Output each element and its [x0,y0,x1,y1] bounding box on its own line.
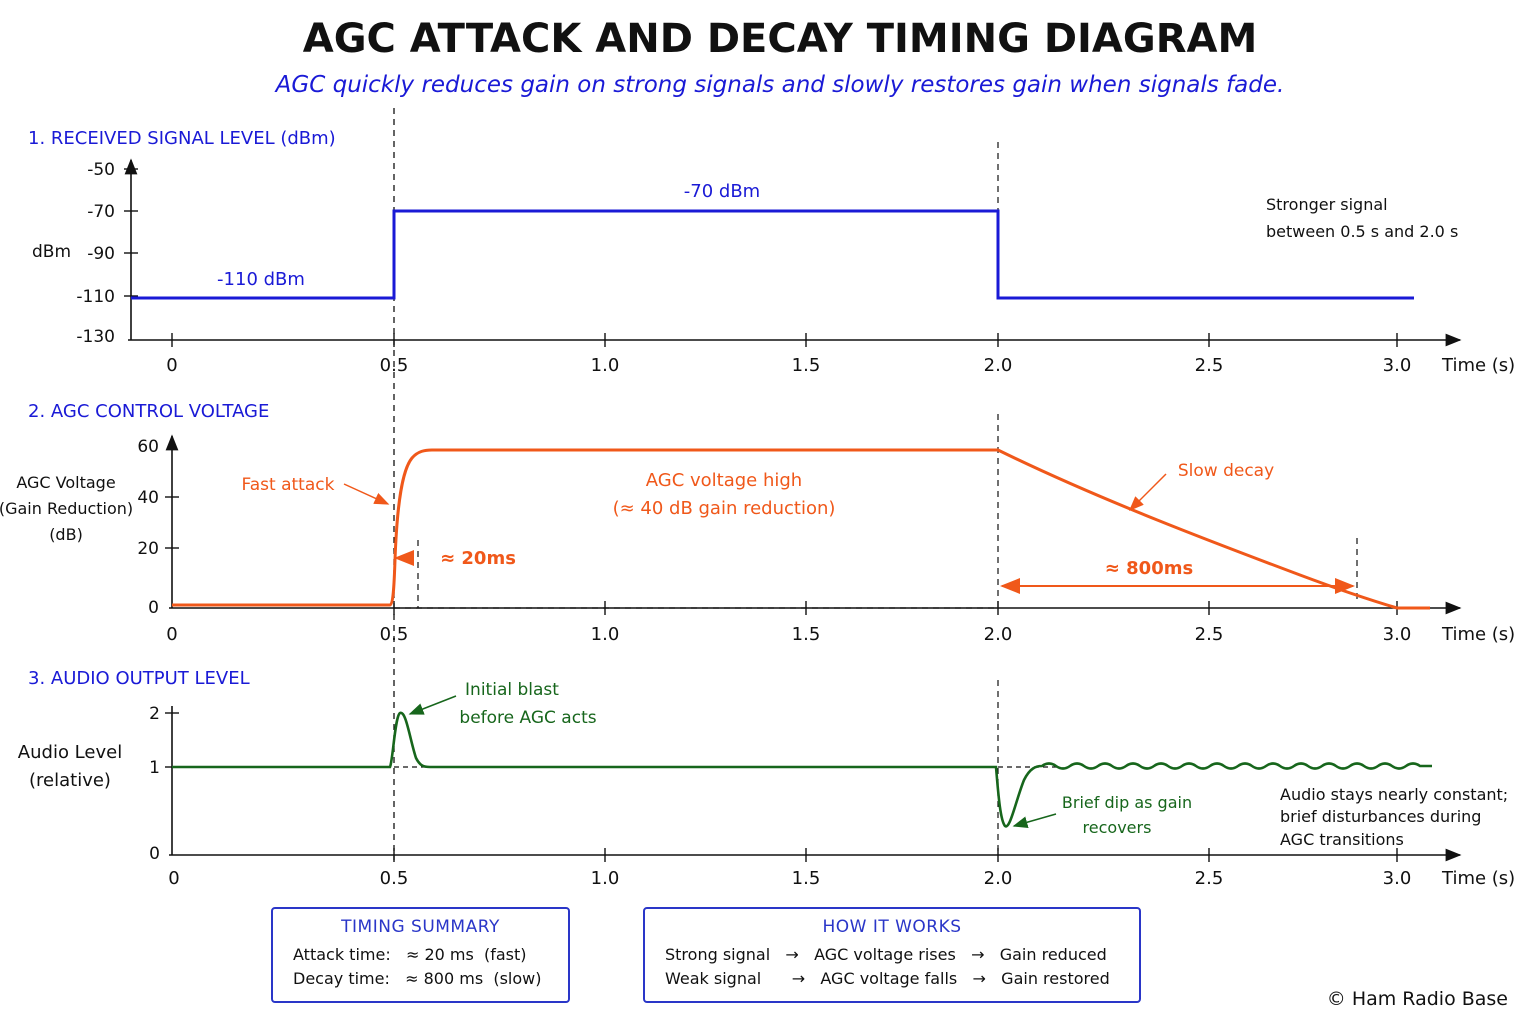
stronger-signal-note: between 0.5 s and 2.0 s [1266,222,1458,241]
time-tick-label: 0 [166,355,177,376]
high-level-label: -70 dBm [684,181,760,202]
agc-high-label: AGC voltage high [646,470,802,491]
how-it-works-box: HOW IT WORKS Strong signal → AGC voltage… [643,907,1141,1003]
panel1-ytick-label: -130 [76,327,115,347]
panel1-x-tick-labels: 0 0.5 1.0 1.5 2.0 2.5 3.0 [166,355,1411,376]
fast-attack-label: Fast attack [242,475,335,495]
time-tick-label: 2.5 [1195,355,1224,376]
time-tick-label: 0.5 [380,624,409,645]
slow-decay-arrow [1128,473,1167,512]
audio-output-trace [172,711,1432,828]
how-it-works-row: Weak signal → AGC voltage falls → Gain r… [665,969,1110,988]
time-tick-label: 3.0 [1383,624,1412,645]
panel2-ytick-label: 20 [137,539,159,559]
panel3-ylabel-line: Audio Level [18,742,122,763]
initial-blast-label: Initial blast [465,680,559,700]
time-tick-label: 1.5 [792,868,821,889]
diagram-subtitle: AGC quickly reduces gain on strong signa… [274,72,1285,98]
time-tick-label: 3.0 [1383,868,1412,889]
time-tick-label: 0.5 [380,868,409,889]
time-tick-label: 3.0 [1383,355,1412,376]
panel1-heading: 1. RECEIVED SIGNAL LEVEL (dBm) [28,128,336,149]
copyright-notice: © Ham Radio Base [1327,988,1508,1010]
panel3-x-tick-labels: 0 0.5 1.0 1.5 2.0 2.5 3.0 [168,868,1411,889]
panel2-ylabel-line: (dB) [49,525,83,544]
diagram-title: AGC ATTACK AND DECAY TIMING DIAGRAM [303,16,1258,62]
timing-summary-box: TIMING SUMMARY Attack time: ≈ 20 ms (fas… [271,907,570,1003]
time-tick-label: 2.5 [1195,624,1224,645]
panel2-time-label: Time (s) [1441,624,1515,645]
panel3-ytick-label: 2 [149,704,160,724]
agc-high-label: (≈ 40 dB gain reduction) [613,498,836,519]
attack-time-label: ≈ 20ms [440,548,516,569]
time-tick-label: 0 [168,868,179,889]
initial-blast-arrow [408,695,457,715]
panel3-time-label: Time (s) [1441,868,1515,889]
how-it-works-row: Strong signal → AGC voltage rises → Gain… [665,945,1107,964]
panel1-ytick-label: -90 [87,244,115,264]
panel2-ytick-label: 0 [148,598,159,618]
audio-constant-note: brief disturbances during [1280,807,1481,826]
time-tick-label: 0.5 [380,355,409,376]
time-tick-label: 1.5 [792,355,821,376]
panel1-y-ticks: -50 -70 -90 -110 -130 [76,160,138,347]
panel3-ytick-label: 0 [149,844,160,864]
panel3-ylabel: Audio Level (relative) [18,742,122,791]
how-it-works-heading: HOW IT WORKS [822,917,962,937]
low-level-label: -110 dBm [217,269,305,290]
timing-summary-heading: TIMING SUMMARY [341,917,500,937]
decay-time-label: ≈ 800ms [1105,558,1193,579]
panel1-x-ticks [171,333,1398,347]
panel1-time-label: Time (s) [1441,355,1515,376]
initial-blast-label: before AGC acts [459,708,596,728]
time-tick-label: 0 [166,624,177,645]
time-tick-label: 2.0 [984,624,1013,645]
brief-dip-arrow [1012,813,1057,829]
brief-dip-label: recovers [1083,818,1152,837]
panel1-ylabel: dBm [32,242,71,262]
attack-time-row: Attack time: ≈ 20 ms (fast) [293,945,527,964]
panel2-ylabel-line: (Gain Reduction) [0,499,133,518]
audio-constant-note: AGC transitions [1280,830,1404,849]
slow-decay-label: Slow decay [1178,461,1274,481]
received-signal-trace [131,209,1414,300]
panel3-ylabel-line: (relative) [29,770,111,791]
time-tick-label: 1.5 [792,624,821,645]
panel3-y-ticks: 2 1 0 [149,704,179,864]
time-tick-label: 2.5 [1195,868,1224,889]
time-tick-label: 2.0 [984,868,1013,889]
time-tick-label: 1.0 [591,355,620,376]
panel1-ytick-label: -70 [87,202,115,222]
panel2-ytick-label: 40 [137,488,159,508]
panel2-y-ticks: 60 40 20 0 [137,437,179,618]
panel2-ylabel: AGC Voltage (Gain Reduction) (dB) [0,473,133,544]
stronger-signal-note: Stronger signal [1266,195,1388,214]
panel2-x-tick-labels: 0 0.5 1.0 1.5 2.0 2.5 3.0 [166,624,1411,645]
panel1-ytick-label: -110 [76,287,115,307]
brief-dip-label: Brief dip as gain [1062,793,1192,812]
time-tick-label: 2.0 [984,355,1013,376]
audio-constant-note: Audio stays nearly constant; [1280,785,1508,804]
panel2-ylabel-line: AGC Voltage [16,473,115,492]
panel2-ytick-label: 60 [137,437,159,457]
time-tick-label: 1.0 [591,624,620,645]
decay-time-row: Decay time: ≈ 800 ms (slow) [293,969,542,988]
fast-attack-arrow [343,483,390,505]
time-tick-label: 1.0 [591,868,620,889]
panel1-ytick-label: -50 [87,160,115,180]
panel2-heading: 2. AGC CONTROL VOLTAGE [28,401,269,422]
panel3-heading: 3. AUDIO OUTPUT LEVEL [28,668,250,689]
panel3-x-ticks [393,848,1398,862]
panel3-ytick-label: 1 [149,758,160,778]
